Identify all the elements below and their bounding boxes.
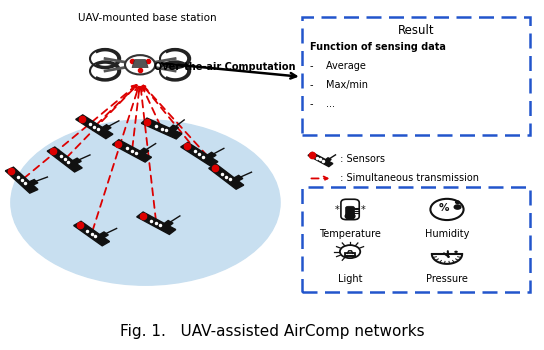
Text: *: * bbox=[335, 205, 339, 215]
Circle shape bbox=[454, 251, 458, 253]
FancyBboxPatch shape bbox=[345, 206, 355, 217]
Polygon shape bbox=[100, 232, 108, 238]
Text: : Sensors: : Sensors bbox=[337, 154, 385, 164]
Text: -    ...: - ... bbox=[310, 99, 335, 109]
Polygon shape bbox=[5, 167, 38, 193]
Text: : Simultaneous transmission: : Simultaneous transmission bbox=[337, 174, 479, 183]
Polygon shape bbox=[141, 118, 182, 139]
Circle shape bbox=[125, 55, 155, 75]
Text: Over-the-air Computation: Over-the-air Computation bbox=[153, 62, 295, 71]
Circle shape bbox=[430, 199, 463, 220]
Polygon shape bbox=[72, 158, 81, 164]
Text: Humidity: Humidity bbox=[425, 229, 469, 239]
Text: Function of sensing data: Function of sensing data bbox=[310, 42, 446, 52]
Text: Temperature: Temperature bbox=[319, 229, 381, 239]
Text: Result: Result bbox=[398, 24, 434, 37]
Circle shape bbox=[340, 245, 360, 258]
Polygon shape bbox=[132, 60, 148, 68]
Text: *: * bbox=[361, 205, 365, 215]
Polygon shape bbox=[308, 152, 333, 167]
Polygon shape bbox=[234, 175, 243, 181]
Text: -    Average: - Average bbox=[310, 61, 366, 71]
FancyBboxPatch shape bbox=[301, 187, 530, 292]
Text: -    Max/min: - Max/min bbox=[310, 80, 368, 90]
Polygon shape bbox=[170, 125, 178, 131]
Polygon shape bbox=[454, 205, 461, 209]
Polygon shape bbox=[326, 158, 331, 161]
Polygon shape bbox=[181, 142, 218, 166]
Polygon shape bbox=[137, 212, 176, 234]
FancyBboxPatch shape bbox=[345, 253, 355, 257]
Polygon shape bbox=[209, 164, 244, 189]
Text: Pressure: Pressure bbox=[426, 274, 468, 284]
Circle shape bbox=[345, 213, 355, 219]
FancyBboxPatch shape bbox=[301, 16, 530, 135]
Polygon shape bbox=[455, 201, 460, 203]
FancyBboxPatch shape bbox=[341, 199, 359, 220]
Polygon shape bbox=[140, 148, 149, 154]
Polygon shape bbox=[207, 152, 216, 158]
Polygon shape bbox=[164, 220, 173, 226]
Text: UAV-mounted base station: UAV-mounted base station bbox=[78, 13, 217, 23]
Text: Fig. 1.   UAV-assisted AirComp networks: Fig. 1. UAV-assisted AirComp networks bbox=[120, 324, 424, 338]
Polygon shape bbox=[76, 115, 113, 139]
Polygon shape bbox=[29, 180, 38, 185]
Polygon shape bbox=[113, 140, 152, 162]
Ellipse shape bbox=[11, 120, 280, 285]
Polygon shape bbox=[102, 125, 111, 130]
Text: %: % bbox=[438, 203, 449, 214]
Text: Light: Light bbox=[338, 274, 362, 284]
Polygon shape bbox=[47, 147, 82, 172]
Polygon shape bbox=[73, 221, 109, 246]
